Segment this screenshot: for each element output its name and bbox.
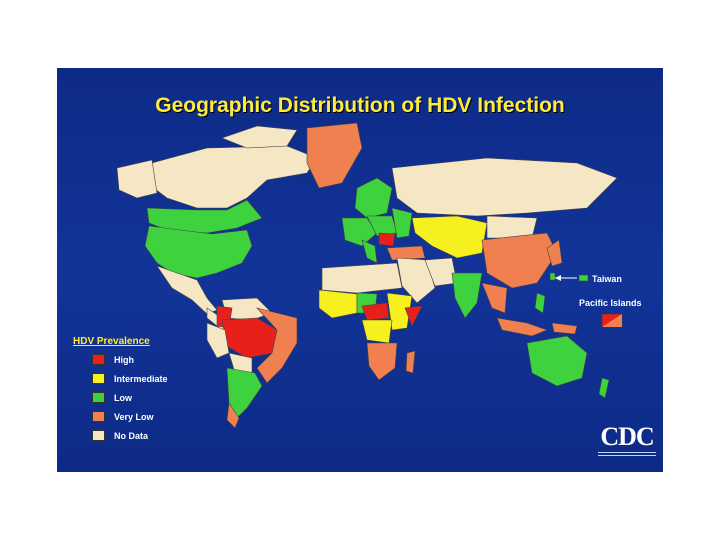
region-scandinavia — [354, 177, 393, 219]
pacific-islands-label: Pacific Islands — [579, 298, 642, 308]
region-australia — [526, 335, 588, 387]
legend-swatch-intermediate — [92, 373, 105, 384]
region-patagonia — [226, 402, 240, 429]
slide: Geographic Distribution of HDV Infection — [57, 68, 663, 472]
taiwan-label: Taiwan — [592, 274, 622, 284]
region-indonesia — [496, 317, 548, 337]
taiwan-arrowhead — [555, 275, 561, 281]
legend-swatch-high — [92, 354, 105, 365]
region-southeast-asia — [481, 282, 508, 314]
legend: HDV Prevalence High Intermediate Low Ver… — [73, 336, 168, 445]
legend-swatch-no-data — [92, 430, 105, 441]
region-peru — [206, 322, 230, 359]
region-western-europe — [341, 217, 378, 247]
region-china — [481, 232, 558, 289]
region-brazil — [256, 307, 298, 384]
region-congo — [361, 319, 393, 344]
region-italy — [361, 239, 378, 264]
legend-swatch-very-low — [92, 411, 105, 422]
world-map — [116, 122, 623, 429]
region-russia — [391, 157, 618, 217]
region-arctic-islands — [221, 125, 298, 149]
legend-item-no-data: No Data — [73, 426, 168, 445]
region-north-africa — [321, 262, 403, 294]
region-turkey — [386, 245, 426, 261]
cdc-logo-rule-2 — [598, 455, 656, 456]
legend-item-low: Low — [73, 388, 168, 407]
cdc-logo-rule — [598, 452, 656, 453]
cdc-logo-text: CDC — [600, 422, 654, 451]
region-balkans-high — [378, 232, 396, 247]
region-madagascar — [405, 350, 416, 374]
region-middle-east — [396, 257, 436, 304]
pacific-islands-swatch-half — [602, 314, 622, 327]
region-alaska — [116, 159, 158, 199]
region-usa — [144, 225, 253, 279]
region-philippines — [534, 292, 546, 314]
region-central-africa-high — [361, 302, 390, 321]
legend-label-low: Low — [114, 392, 132, 403]
legend-label-high: High — [114, 354, 134, 365]
region-new-zealand — [598, 377, 610, 399]
region-greenland — [306, 122, 363, 189]
taiwan-swatch — [578, 274, 589, 282]
legend-label-intermediate: Intermediate — [114, 373, 168, 384]
cdc-logo: CDC — [592, 424, 662, 456]
region-central-asia — [411, 215, 488, 259]
map-title: Geographic Distribution of HDV Infection — [155, 94, 565, 117]
region-west-africa — [318, 289, 358, 319]
region-new-guinea — [551, 322, 578, 335]
region-taiwan — [549, 272, 556, 281]
legend-label-no-data: No Data — [114, 430, 149, 441]
legend-title: HDV Prevalence — [73, 336, 150, 347]
legend-item-very-low: Very Low — [73, 407, 168, 426]
region-amazon — [221, 317, 278, 359]
region-eastern-europe — [391, 207, 413, 239]
legend-label-very-low: Very Low — [114, 411, 154, 422]
region-korea-japan — [546, 239, 563, 267]
region-india — [451, 272, 483, 319]
region-canada-north — [146, 145, 318, 209]
legend-swatch-low — [92, 392, 105, 403]
region-southern-africa — [366, 342, 398, 381]
legend-item-intermediate: Intermediate — [73, 369, 168, 388]
legend-item-high: High — [73, 350, 168, 369]
region-canada — [146, 199, 263, 234]
region-east-africa — [386, 292, 413, 331]
region-horn-africa — [404, 305, 423, 327]
